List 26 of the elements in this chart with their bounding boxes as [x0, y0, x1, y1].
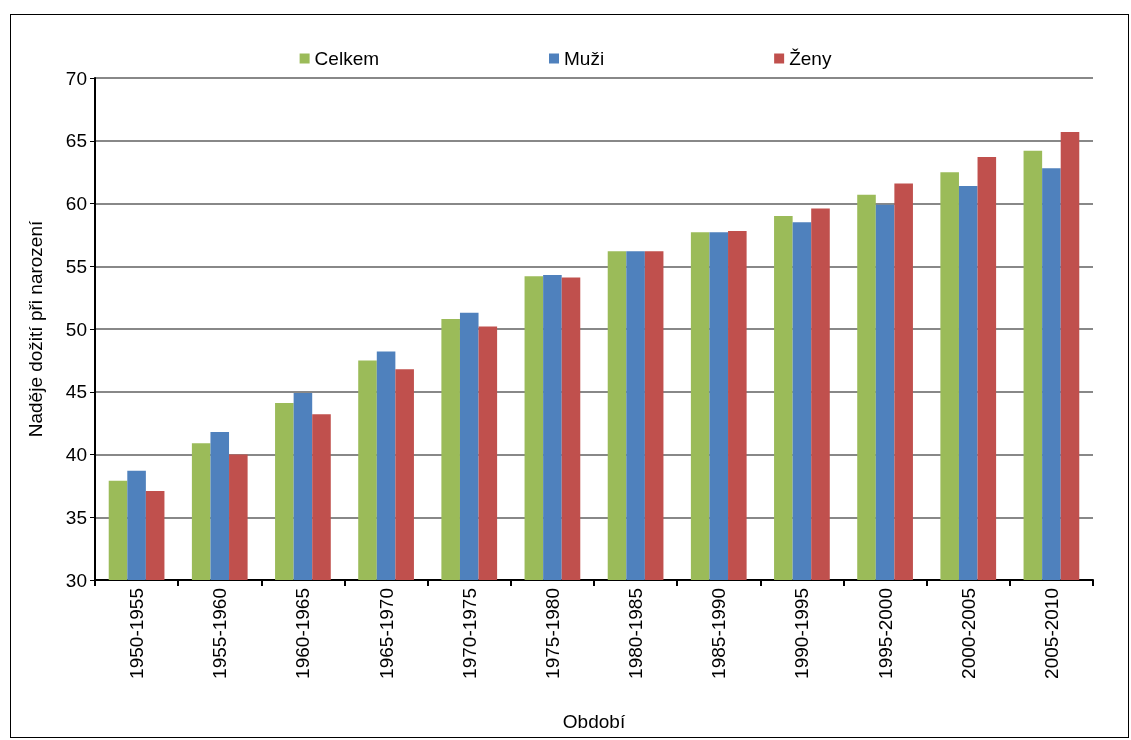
x-tick-label: 1955-1960	[209, 588, 231, 679]
x-tick-label: 1995-2000	[874, 588, 896, 679]
x-tick-label: 1975-1980	[541, 588, 563, 679]
x-tick-label: 1965-1970	[375, 588, 397, 679]
x-tick-label: 1970-1975	[458, 588, 480, 679]
y-tick-label: 70	[65, 67, 87, 89]
x-axis-title: Období	[562, 711, 626, 732]
y-tick-label: 55	[65, 255, 87, 277]
x-tick-label: 1990-1995	[791, 588, 813, 679]
x-tick-label: 2000-2005	[957, 588, 979, 679]
x-tick-label: 1950-1955	[126, 588, 148, 679]
y-tick-label: 30	[65, 569, 87, 591]
y-axis-title: Naděje dožití při narození	[25, 220, 46, 438]
x-tick-label: 1985-1990	[708, 588, 730, 679]
x-tick-label: 1980-1985	[625, 588, 647, 679]
y-tick-label: 35	[65, 506, 87, 528]
y-tick-label: 65	[65, 130, 87, 152]
y-tick-label: 60	[65, 193, 87, 214]
y-tick-label: 40	[65, 444, 87, 465]
y-tick-label: 45	[65, 381, 87, 403]
x-tick-label: 2005-2010	[1040, 588, 1062, 679]
x-tick-label: 1960-1965	[292, 588, 314, 679]
y-tick-label: 50	[65, 318, 87, 340]
legend-label: Muži	[564, 48, 605, 69]
legend-label: Celkem	[314, 48, 380, 69]
legend-label: Ženy	[789, 48, 832, 69]
